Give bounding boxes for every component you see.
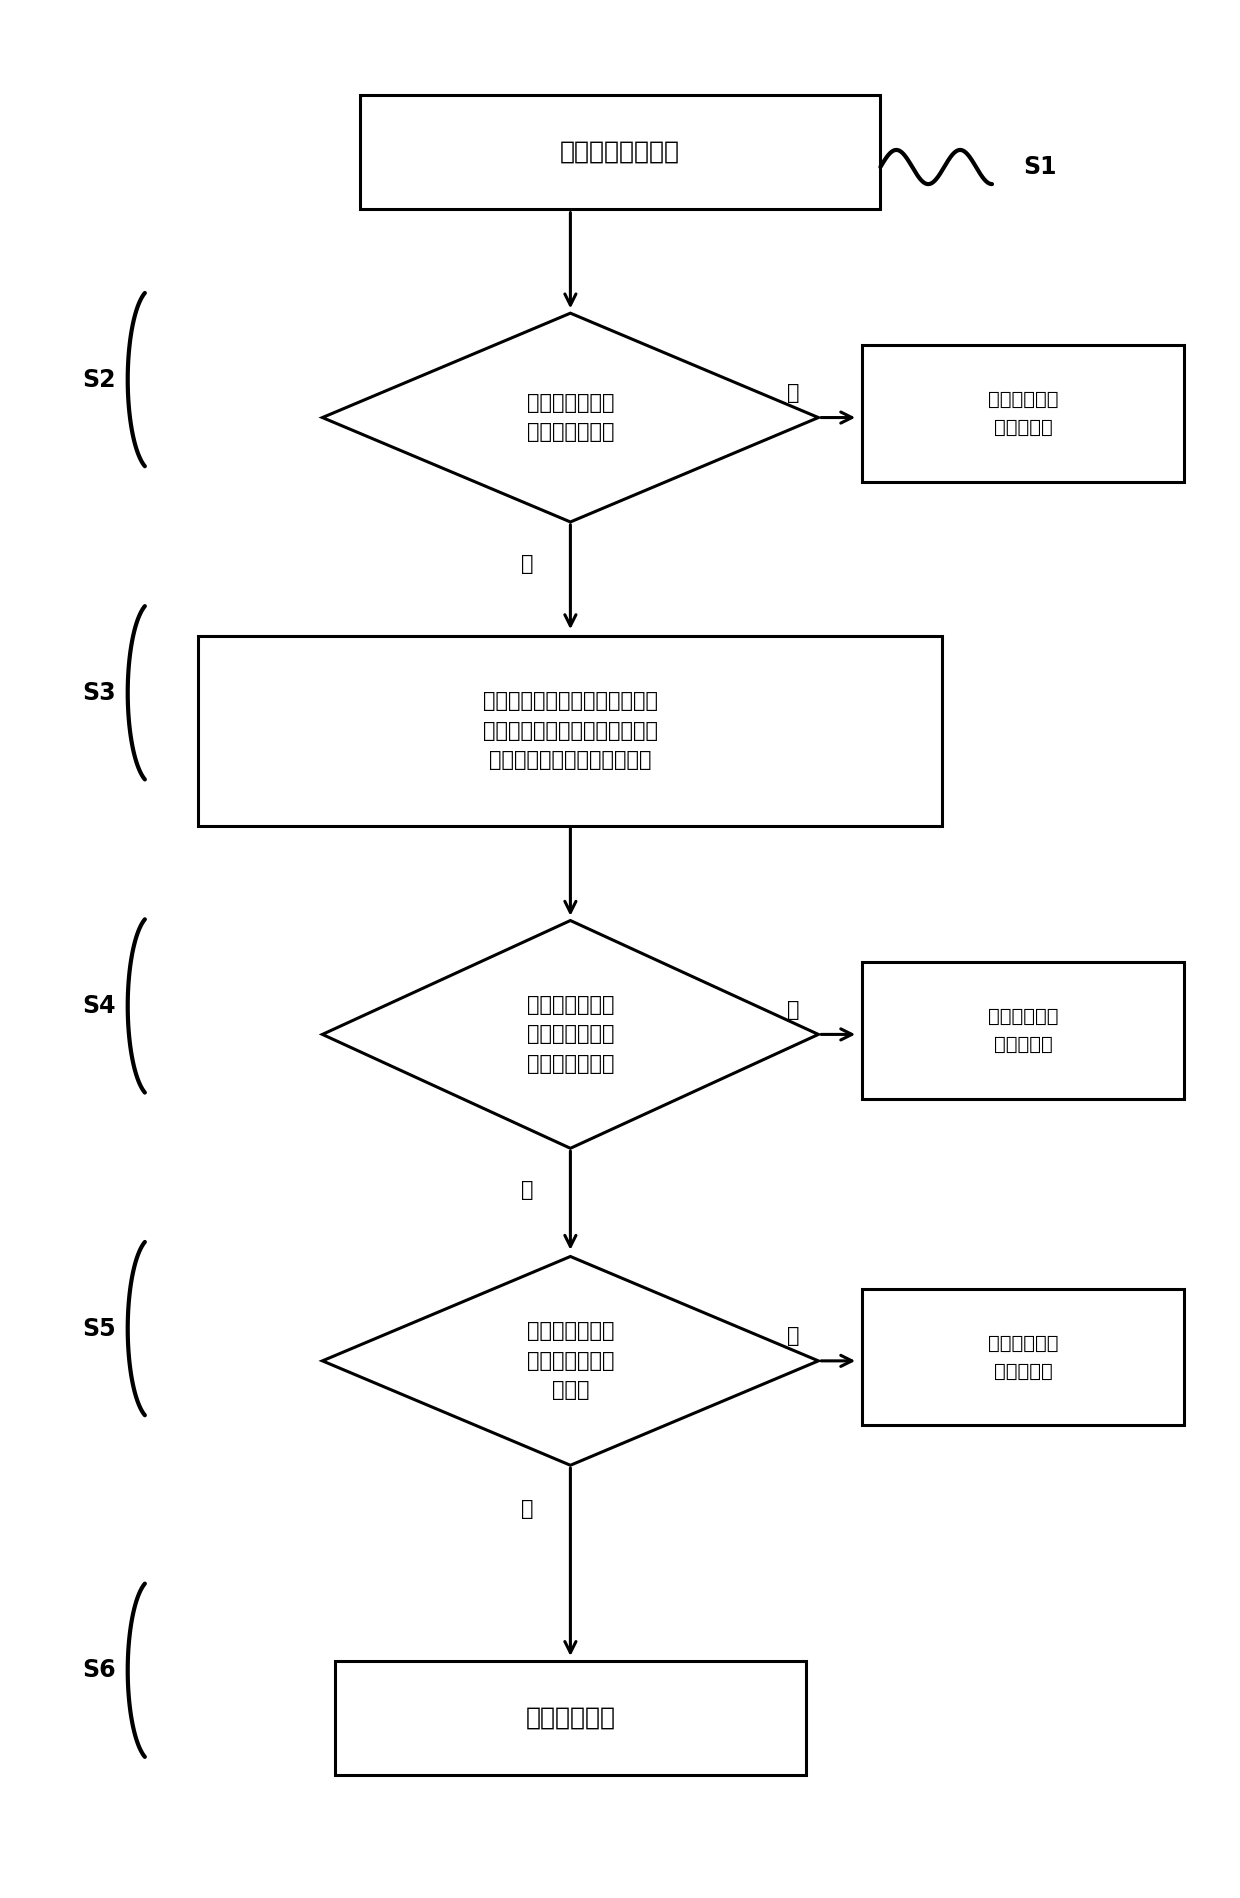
Text: 响铃模块开始工作: 响铃模块开始工作: [560, 140, 680, 163]
Text: 判断移动终端的
转动轨迹是否符
合预设转动轨迹: 判断移动终端的 转动轨迹是否符 合预设转动轨迹: [527, 995, 614, 1074]
Bar: [335, 1661, 806, 1775]
Bar: [862, 345, 1184, 482]
Text: 是: 是: [521, 1499, 533, 1518]
Text: S6: S6: [82, 1659, 117, 1682]
Polygon shape: [322, 313, 818, 522]
Text: 否: 否: [521, 554, 533, 573]
Text: 否: 否: [787, 1327, 800, 1346]
Bar: [862, 1289, 1184, 1425]
Bar: [198, 636, 942, 826]
Text: 移动终端的转动
时间是否小于时
间阈值: 移动终端的转动 时间是否小于时 间阈值: [527, 1321, 614, 1401]
Text: 否: 否: [787, 1000, 800, 1019]
Text: S2: S2: [82, 368, 117, 391]
Text: S3: S3: [82, 681, 117, 704]
Polygon shape: [322, 921, 818, 1148]
Text: S5: S5: [82, 1317, 117, 1340]
Text: S4: S4: [82, 995, 117, 1017]
Text: 保持移动终端
的当前状态: 保持移动终端 的当前状态: [988, 1008, 1058, 1053]
Text: 检测移动终端是
否处于静止状态: 检测移动终端是 否处于静止状态: [527, 393, 614, 442]
Bar: [862, 962, 1184, 1099]
Polygon shape: [322, 1256, 818, 1465]
Text: 陀螺仪测量移动终端的转动轨迹
并经处理器传送到静音控制模块
直至移动终端恢复到静止状态: 陀螺仪测量移动终端的转动轨迹 并经处理器传送到静音控制模块 直至移动终端恢复到静…: [482, 691, 658, 771]
Text: 是: 是: [521, 1181, 533, 1200]
Text: 保持移动终端
的当前状态: 保持移动终端 的当前状态: [988, 1334, 1058, 1380]
Text: S1: S1: [1023, 156, 1056, 178]
Text: 保持移动终端
的当前状态: 保持移动终端 的当前状态: [988, 391, 1058, 437]
Text: 关闭响铃模块: 关闭响铃模块: [526, 1706, 615, 1729]
Bar: [360, 95, 880, 209]
Text: 是: 是: [787, 383, 800, 402]
